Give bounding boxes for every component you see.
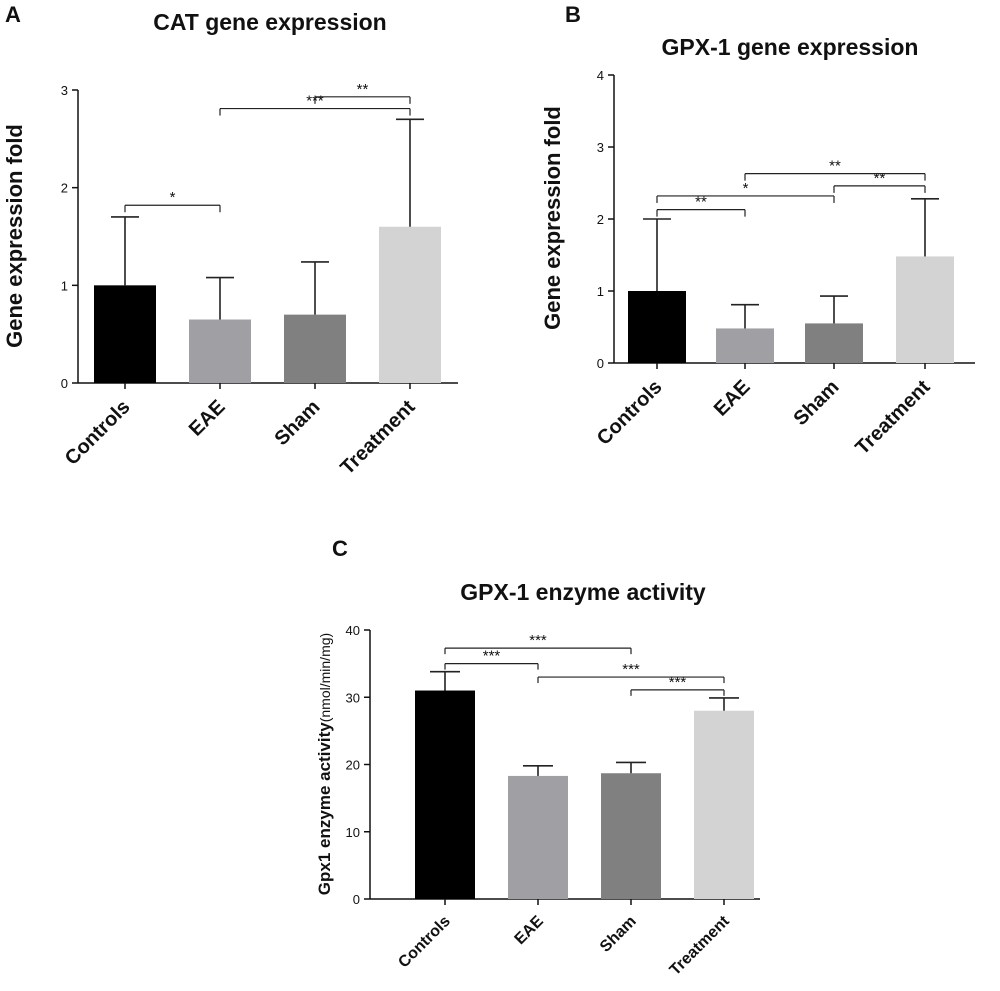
y-axis-label: Gene expression fold [2,124,27,348]
significance-label: *** [483,648,501,665]
y-tick-label: 0 [61,376,68,391]
y-tick-label: 1 [597,284,604,299]
bar-controls [94,285,156,383]
significance-label: * [170,189,176,206]
y-tick-label: 3 [61,83,68,98]
significance-label: *** [622,661,640,678]
y-tick-label: 40 [346,623,360,638]
y-axis-label-text: Gene expression fold [540,106,565,330]
y-tick-label: 1 [61,278,68,293]
panel-letter: C [332,536,348,561]
panel-letter: B [565,2,581,27]
x-tick-label: Treatment [336,396,419,479]
x-tick-label: Sham [789,376,843,430]
y-tick-label: 2 [61,181,68,196]
significance-label: *** [669,674,687,691]
bar-eae [716,328,774,363]
chart-title: GPX-1 enzyme activity [460,579,706,605]
chart-panel-c: C GPX-1 enzyme activity Gpx1 enzyme activi… [315,536,760,979]
x-tick-label: Sham [270,396,324,450]
y-axis-label-text: Gene expression fold [2,124,27,348]
bar-sham [601,773,661,899]
chart-panel-a: A CAT gene expression Gene expression fold… [2,2,458,479]
significance-label: ** [695,194,707,211]
bar-controls [628,291,686,363]
bar-eae [508,775,568,899]
y-axis-label-unit: (nmol/min/mg) [317,633,333,722]
y-axis-label: Gene expression fold [540,106,565,330]
y-axis-label: Gpx1 enzyme activity(nmol/min/mg) [315,633,334,895]
chart-title: CAT gene expression [153,9,386,35]
x-tick-label: Sham [597,913,640,956]
bar-eae [189,319,251,383]
y-tick-label: 10 [346,825,360,840]
bar-sham [284,314,346,383]
x-tick-label: Treatment [851,376,934,459]
x-tick-label: Treatment [667,912,734,979]
y-tick-label: 4 [597,68,604,83]
significance-label: ** [829,158,841,175]
significance-label: ** [874,170,886,187]
y-tick-label: 20 [346,758,360,773]
x-tick-label: EAE [512,913,548,949]
significance-label: ** [357,81,369,98]
bar-treatment [694,710,754,899]
bar-controls [415,690,475,899]
y-tick-label: 30 [346,690,360,705]
y-axis-label-text: Gpx1 enzyme activity [315,722,334,895]
x-tick-label: Controls [395,913,454,972]
x-tick-label: Controls [593,376,667,450]
panel-letter: A [5,2,21,27]
bar-treatment [896,256,954,363]
x-tick-label: EAE [185,396,230,441]
y-tick-label: 3 [597,140,604,155]
significance-label: * [743,180,749,197]
bar-sham [805,323,863,363]
x-tick-label: EAE [710,376,755,421]
bar-treatment [379,226,441,383]
chart-panel-b: B GPX-1 gene expression Gene expression fo… [540,2,975,459]
significance-label: *** [529,632,547,649]
x-tick-label: Controls [61,396,135,470]
y-tick-label: 2 [597,212,604,227]
y-tick-label: 0 [353,892,360,907]
chart-title: GPX-1 gene expression [662,34,919,60]
y-tick-label: 0 [597,356,604,371]
